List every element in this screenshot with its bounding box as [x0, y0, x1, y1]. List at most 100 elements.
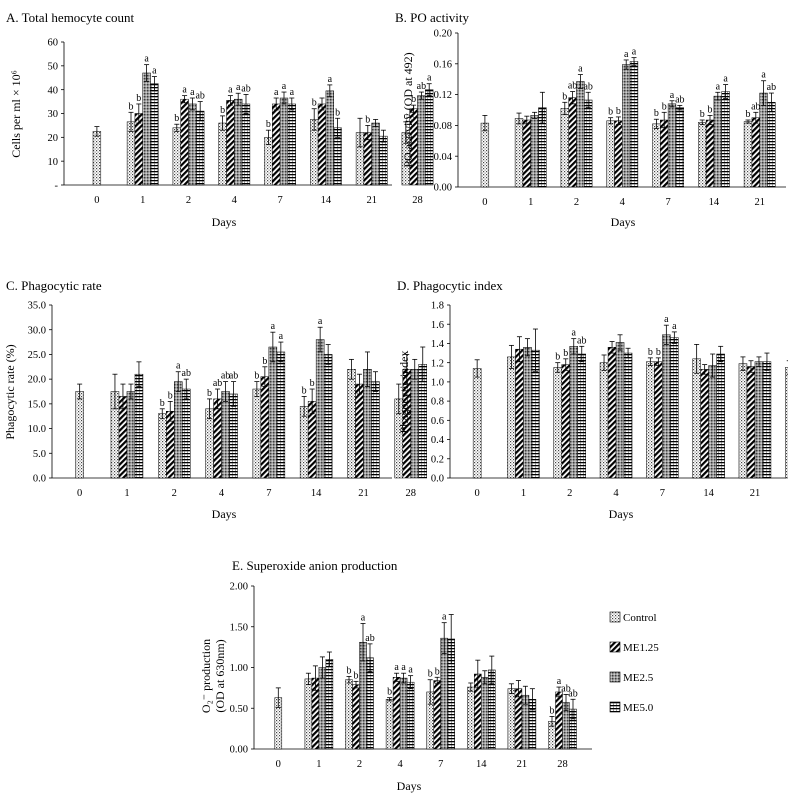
y-tick-label: 0.00: [230, 745, 248, 756]
bar: [721, 91, 730, 188]
bar: [410, 369, 419, 479]
y-tick-label: 0.6: [431, 416, 444, 427]
x-tick-label: 0: [482, 197, 487, 208]
significance-label: a: [361, 612, 366, 623]
bar: [276, 351, 286, 479]
x-tick-label: 28: [412, 195, 423, 206]
chart-title: C. Phagocytic rate: [6, 278, 102, 293]
significance-label: c: [404, 111, 409, 122]
x-tick-label: 0: [475, 488, 480, 499]
bar: [514, 118, 524, 188]
bar: [569, 346, 578, 479]
x-tick-label: 21: [366, 195, 377, 206]
y-tick-label: 1.8: [431, 301, 444, 312]
bar: [213, 398, 222, 479]
bar: [287, 103, 296, 186]
bar: [623, 352, 633, 479]
significance-label: a: [716, 81, 721, 92]
chart-po-activity: B. PO activity 0.00 0.04 0.08 0.12 0.16 0.20 0…: [395, 10, 786, 229]
bar: [708, 365, 717, 479]
bar: [345, 679, 353, 750]
bar: [299, 406, 309, 479]
bar: [92, 131, 102, 186]
significance-label: a: [632, 47, 637, 58]
x-tick-label: 14: [476, 759, 487, 770]
bar: [323, 354, 333, 479]
x-tick-label: 1: [316, 759, 321, 770]
significance-label: ab: [675, 94, 684, 105]
bar: [134, 373, 144, 479]
legend-label-me2-5: ME2.5: [623, 672, 654, 684]
significance-label: a: [672, 321, 677, 332]
bar: [433, 680, 441, 750]
legend-swatch-me5-0: [609, 701, 621, 713]
bar: [622, 64, 631, 188]
y-tick-label: 0.2: [431, 454, 444, 465]
bar: [325, 659, 334, 750]
bar: [406, 681, 415, 750]
y-tick-label: 20.0: [28, 375, 46, 386]
significance-label: a: [274, 87, 279, 98]
y-tick-label: 15.0: [28, 399, 46, 410]
significance-label: a: [318, 316, 323, 327]
y-tick-label: 35.0: [28, 301, 46, 312]
significance-label: b: [648, 347, 653, 358]
significance-label: a: [228, 85, 233, 96]
bar: [530, 115, 539, 188]
bar: [417, 95, 426, 186]
x-tick-label: 14: [321, 195, 332, 206]
y-axis-label: Phagocytic index: [397, 351, 411, 434]
y-tick-label: 0.4: [431, 435, 445, 446]
bar: [392, 677, 401, 750]
chart-phagocytic-index: D. Phagocytic index 0.0 0.2 0.4 0.6 0.8 1.0 1.…: [397, 278, 788, 521]
chart-title: D. Phagocytic index: [397, 278, 503, 293]
x-tick-label: 4: [232, 195, 238, 206]
x-tick-label: 21: [754, 197, 765, 208]
bar: [425, 89, 434, 186]
significance-label: b: [354, 670, 359, 681]
y-tick-label: 0.08: [434, 121, 452, 132]
significance-label: b: [616, 106, 621, 117]
bar: [182, 388, 191, 479]
bar: [670, 337, 679, 479]
bar: [754, 361, 764, 479]
significance-label: b: [312, 98, 317, 109]
x-tick-label: 1: [124, 488, 129, 499]
bar: [75, 391, 84, 479]
significance-label: ab: [195, 91, 204, 102]
significance-label: a: [670, 90, 675, 101]
bar: [738, 363, 748, 479]
y-tick-label: 2.00: [230, 582, 248, 593]
bar: [514, 688, 523, 750]
bar: [700, 369, 709, 479]
bar: [180, 98, 189, 186]
y-tick-label: 1.6: [431, 320, 444, 331]
x-tick-label: 1: [528, 197, 533, 208]
significance-label: b: [708, 104, 713, 115]
bar: [241, 103, 251, 186]
significance-label: b: [160, 398, 165, 409]
y-tick-label: 50: [48, 61, 59, 72]
bar: [576, 81, 585, 188]
significance-label: ab: [213, 378, 222, 389]
x-tick-label: 4: [397, 759, 403, 770]
y-tick-label: 0.50: [230, 704, 248, 715]
significance-label: b: [254, 371, 259, 382]
bar: [577, 353, 586, 479]
significance-label: a: [761, 70, 766, 81]
x-tick-label: 28: [406, 488, 417, 499]
significance-label: a: [578, 64, 583, 75]
bar: [560, 108, 569, 188]
bar: [205, 408, 214, 479]
bar: [480, 122, 490, 188]
bar: [568, 97, 577, 188]
x-tick-label: 0: [94, 195, 99, 206]
bar: [363, 132, 372, 186]
bar: [268, 346, 278, 479]
bar: [606, 120, 615, 188]
significance-label: b: [562, 91, 567, 102]
x-tick-label: 21: [358, 488, 369, 499]
y-tick-label: 30.0: [28, 325, 46, 336]
significance-label: b: [174, 113, 179, 124]
